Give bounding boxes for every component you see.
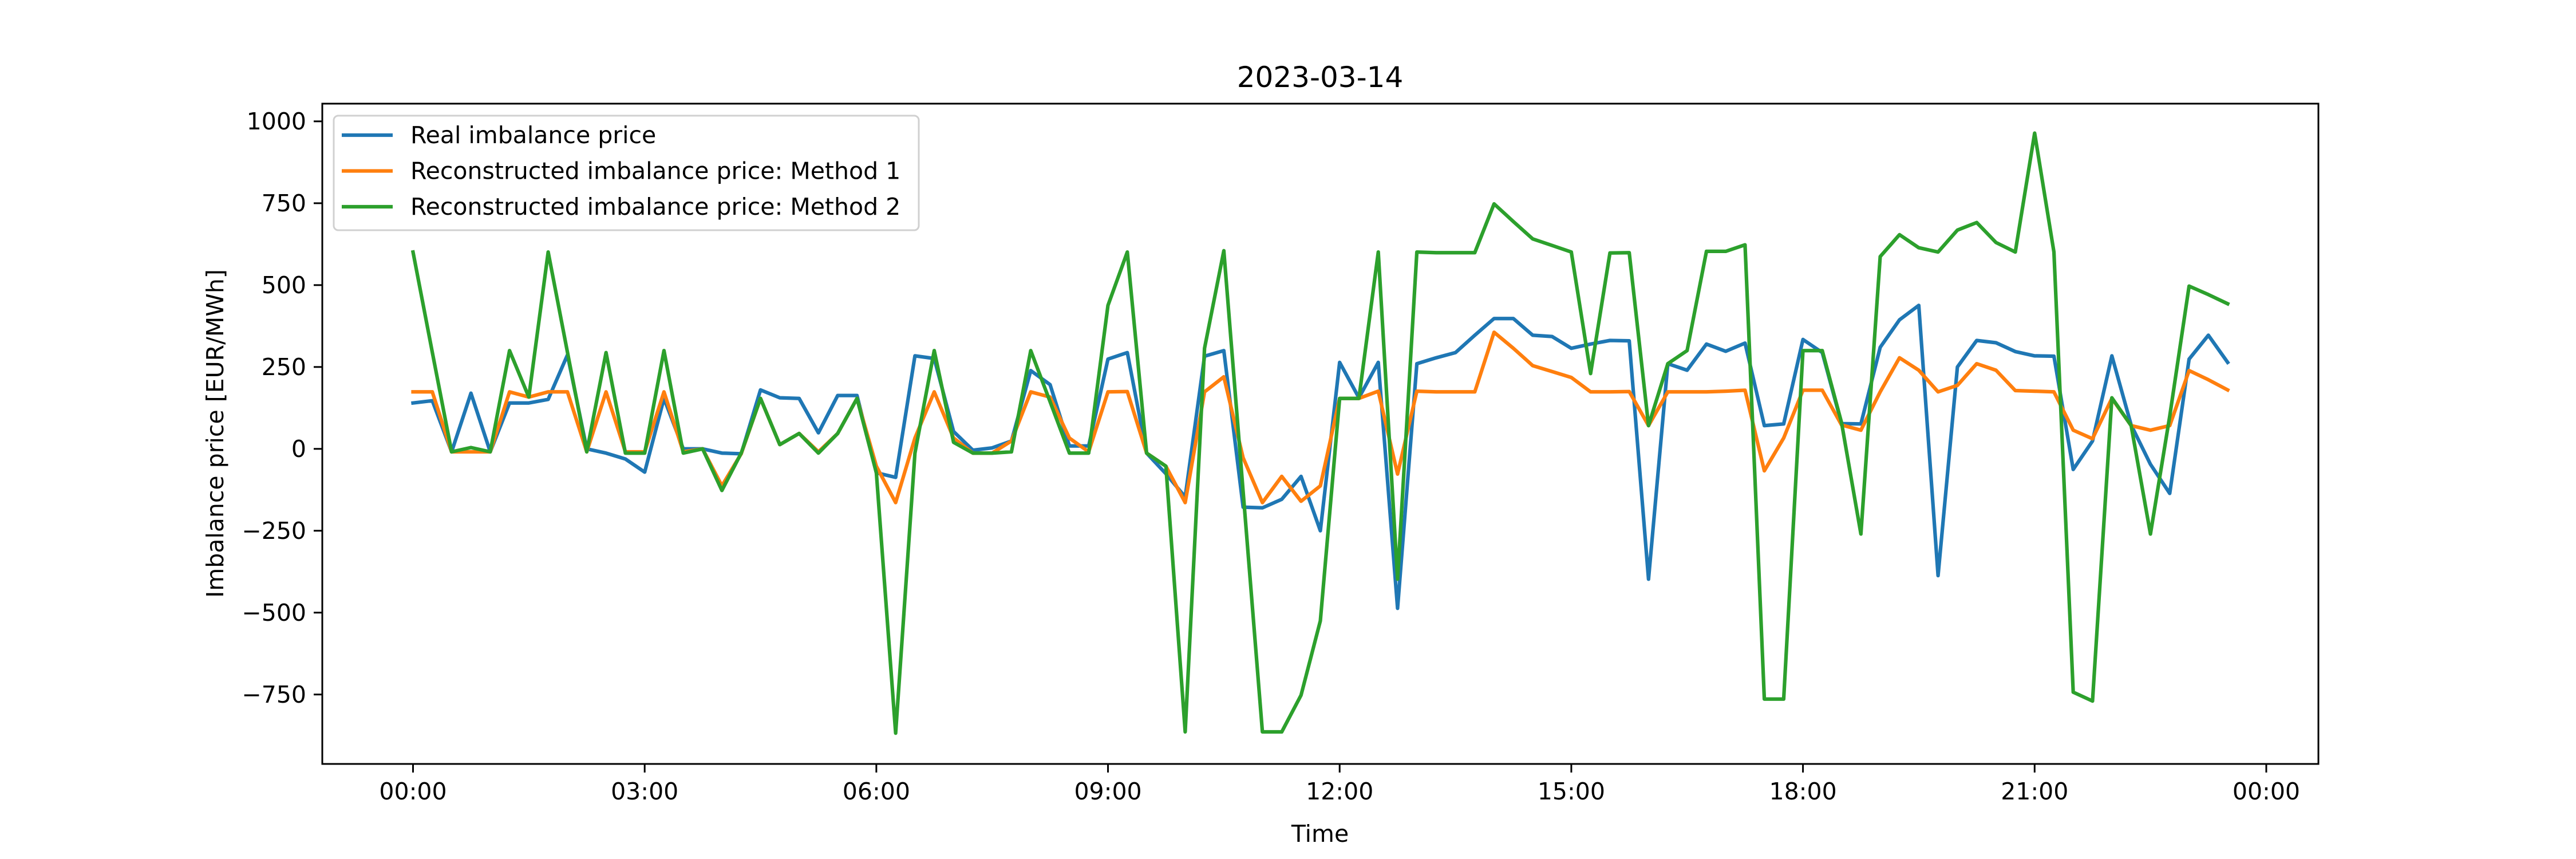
y-tick-label: −500 <box>242 599 306 626</box>
x-tick-label: 15:00 <box>1538 778 1605 805</box>
y-tick-label: 500 <box>262 271 306 299</box>
x-tick-label: 03:00 <box>611 778 678 805</box>
legend: Real imbalance price Reconstructed imbala… <box>333 115 920 231</box>
y-tick-label: 750 <box>262 190 306 217</box>
y-tick-label: −750 <box>242 681 306 708</box>
x-tick-label: 00:00 <box>2233 778 2300 805</box>
legend-label-3: Reconstructed imbalance price: Method 2 <box>410 193 900 220</box>
x-axis: 00:00 03:00 06:00 09:00 12:00 15:00 18:00 21:00… <box>379 764 2300 805</box>
legend-label-1: Real imbalance price <box>410 121 656 149</box>
x-axis-label: Time <box>1291 820 1349 848</box>
series-line-1 <box>411 304 2230 610</box>
series-line-3 <box>410 131 2230 735</box>
legend-box <box>333 115 920 231</box>
x-tick-label: 06:00 <box>843 778 910 805</box>
x-tick-label: 18:00 <box>1769 778 1837 805</box>
x-tick-label: 09:00 <box>1074 778 1141 805</box>
y-tick-label: 1000 <box>247 108 306 135</box>
plot-area <box>410 131 2230 735</box>
y-axis: 1000 750 500 250 0 −250 −500 −750 <box>242 108 322 708</box>
y-tick-label: −250 <box>242 517 306 545</box>
chart-title: 2023-03-14 <box>1237 61 1404 94</box>
x-tick-label: 12:00 <box>1306 778 1373 805</box>
y-tick-label: 0 <box>291 435 306 463</box>
x-tick-label: 21:00 <box>2001 778 2068 805</box>
y-axis-label: Imbalance price [EUR/MWh] <box>202 269 229 598</box>
legend-label-2: Reconstructed imbalance price: Method 1 <box>410 157 900 185</box>
axes-frame <box>321 103 2320 765</box>
x-tick-label: 00:00 <box>379 778 447 805</box>
y-tick-label: 250 <box>262 353 306 381</box>
